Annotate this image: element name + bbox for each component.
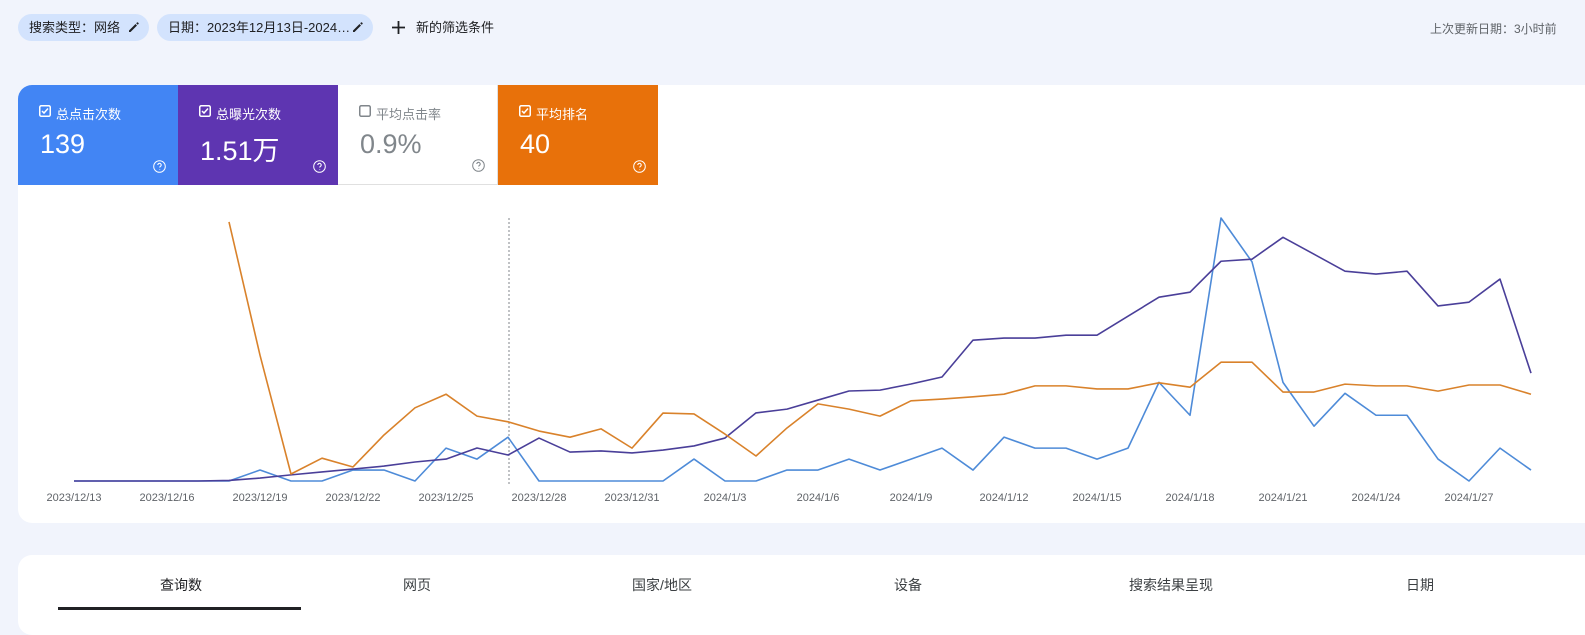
help-glyph: [476, 161, 481, 169]
x-tick-label: 2024/1/24: [1352, 492, 1401, 504]
help-circle: [472, 159, 485, 172]
active-tab-indicator: [58, 607, 301, 610]
metric-card[interactable]: 平均排名 40: [498, 85, 658, 185]
metric-card[interactable]: 总点击次数 139: [18, 85, 178, 185]
help-glyph: [157, 162, 162, 170]
x-tick-label: 2023/12/22: [325, 492, 380, 504]
series-line: [74, 217, 1532, 482]
chip-label: 搜索类型：网络: [29, 20, 121, 35]
x-tick-label: 2024/1/15: [1073, 492, 1122, 504]
checkbox-tick: [201, 108, 209, 115]
checkbox-box: [39, 105, 51, 117]
checkbox: [519, 105, 531, 117]
tab[interactable]: 日期: [1406, 577, 1434, 593]
metric-value: 0.9%: [360, 129, 422, 159]
add-filter-label: 新的筛选条件: [416, 20, 495, 35]
metric-label: 平均排名: [536, 107, 589, 122]
x-tick-label: 2024/1/12: [980, 492, 1029, 504]
x-tick-label: 2023/12/25: [418, 492, 473, 504]
series-line: [228, 221, 1532, 475]
x-tick-label: 2023/12/16: [139, 492, 194, 504]
x-tick-label: 2023/12/28: [511, 492, 566, 504]
x-tick-label: 2024/1/27: [1445, 492, 1494, 504]
checkbox-box: [359, 105, 371, 117]
tab[interactable]: 国家/地区: [632, 577, 692, 593]
x-tick-label: 2024/1/6: [797, 492, 840, 504]
metric-value: 40: [520, 129, 551, 159]
checkbox-tick: [521, 108, 529, 115]
add-filter[interactable]: 新的筛选条件: [390, 14, 494, 41]
x-tick-label: 2024/1/21: [1259, 492, 1308, 504]
help-icon: [313, 160, 326, 173]
help-glyph: [637, 162, 642, 170]
page: 搜索类型：网络 日期：2023年12月13日-2024… 新的筛选条件 上次更新…: [18, 14, 1585, 635]
series-line: [74, 236, 1532, 482]
edit-icon: [353, 22, 363, 32]
metric-label: 平均点击率: [376, 107, 442, 122]
chip-label: 日期：2023年12月13日-2024…: [168, 20, 351, 35]
help-icon: [633, 160, 646, 173]
checkbox-box: [519, 105, 531, 117]
x-tick-label: 2024/1/18: [1166, 492, 1215, 504]
tab[interactable]: 网页: [403, 577, 431, 593]
dimension-tabs: 查询数 网页 国家/地区 设备 搜索结果呈现 日期: [18, 555, 1585, 635]
performance-panel: 2023/12/13 2023/12/16 2023/12/19 2023/12/22…: [18, 85, 1585, 523]
checkbox-box: [199, 105, 211, 117]
checkbox: [39, 105, 51, 117]
metric-label: 总曝光次数: [216, 107, 282, 122]
checkbox-tick: [41, 108, 49, 115]
help-circle: [153, 160, 166, 173]
metric-card[interactable]: 平均点击率 0.9%: [338, 85, 498, 185]
metric-value: 1.51万: [200, 136, 280, 166]
search-type-chip[interactable]: 搜索类型：网络: [18, 14, 149, 41]
plus-icon: [392, 21, 405, 34]
help-circle: [633, 160, 646, 173]
tab[interactable]: 搜索结果呈现: [1129, 577, 1213, 593]
x-tick-label: 2023/12/31: [604, 492, 659, 504]
x-tick-label: 2023/12/13: [46, 492, 101, 504]
date-chip[interactable]: 日期：2023年12月13日-2024…: [157, 14, 373, 41]
metric-label: 总点击次数: [56, 107, 122, 122]
chart: 2023/12/13 2023/12/16 2023/12/19 2023/12/22…: [46, 217, 1532, 504]
help-glyph: [317, 162, 322, 170]
x-tick-label: 2023/12/19: [232, 492, 287, 504]
help-icon: [153, 160, 166, 173]
edit-icon: [129, 22, 139, 32]
last-updated: 上次更新日期：3小时前: [1430, 22, 1557, 36]
help-icon: [472, 159, 485, 172]
metric-card[interactable]: 总曝光次数 1.51万: [178, 85, 338, 185]
metric-value: 139: [40, 129, 86, 159]
help-circle: [313, 160, 326, 173]
x-tick-label: 2024/1/3: [704, 492, 747, 504]
x-tick-label: 2024/1/9: [890, 492, 933, 504]
tab[interactable]: 设备: [894, 577, 922, 593]
checkbox: [199, 105, 211, 117]
tab[interactable]: 查询数: [160, 577, 202, 593]
checkbox: [359, 105, 371, 117]
